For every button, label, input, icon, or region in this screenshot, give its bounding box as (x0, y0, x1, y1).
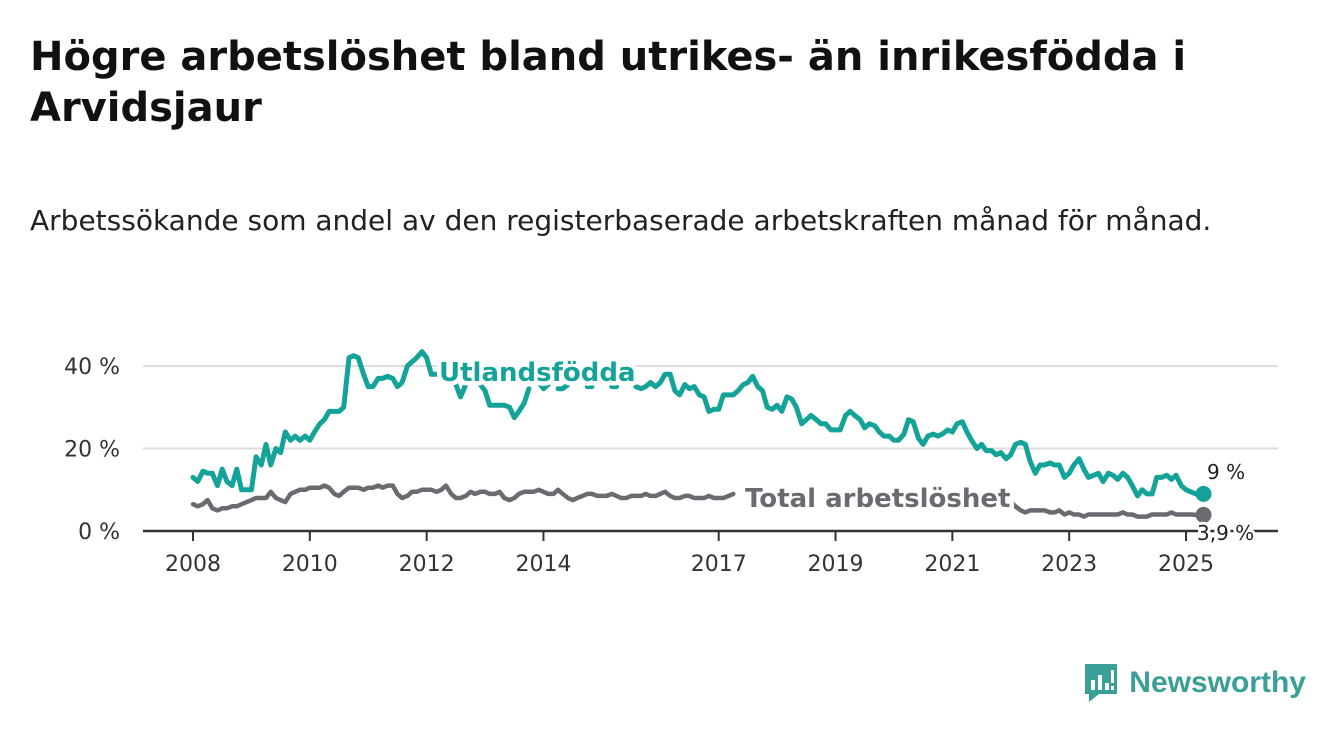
brand-name: Newsworthy (1129, 666, 1306, 699)
x-tick-label: 2010 (282, 552, 338, 577)
end-label-utlandsfodda: 9 % (1207, 460, 1245, 484)
x-tick-label: 2017 (691, 552, 747, 577)
end-label-total: 3,9 % (1197, 521, 1254, 545)
x-tick-label: 2008 (165, 552, 221, 577)
series-line-total (190, 483, 736, 513)
series-line-utlandsfodda (555, 382, 571, 392)
x-tick-label: 2025 (1158, 552, 1214, 577)
x-tick-label: 2019 (808, 552, 864, 577)
y-tick-label: 20 % (64, 438, 120, 463)
x-tick-label: 2023 (1041, 552, 1097, 577)
series-line-utlandsfodda (536, 380, 551, 392)
end-marker-utlandsfodda (1195, 485, 1212, 502)
series-label-total: Total arbetslöshet (745, 484, 1010, 514)
series-line-utlandsfodda (633, 371, 1206, 499)
newsworthy-logo: Newsworthy (1083, 662, 1306, 704)
chart-title: Högre arbetslöshet bland utrikes- än inr… (30, 34, 1187, 131)
y-tick-label: 0 % (78, 520, 120, 545)
x-tick-label: 2014 (515, 552, 571, 577)
end-marker-total (1195, 506, 1212, 523)
end-label-total-halo: 3,9 % (1197, 521, 1254, 545)
y-tick-label: 40 % (64, 355, 120, 380)
x-tick-label: 2021 (924, 552, 980, 577)
chart-subtitle: Arbetssökande som andel av den registerb… (30, 204, 1212, 237)
series-label-utlandsfodda: Utlandsfödda (439, 358, 636, 388)
series-label-total-halo: Total arbetslöshet (745, 484, 1010, 514)
series-label-utlandsfodda-halo: Utlandsfödda (439, 358, 636, 388)
x-tick-label: 2012 (399, 552, 455, 577)
series-line-utlandsfodda (190, 349, 444, 493)
series-line-utlandsfodda (477, 382, 532, 421)
bar-chart-logo-icon (1085, 664, 1118, 702)
end-label-utlandsfodda-halo: 9 % (1207, 460, 1245, 484)
series-line-utlandsfodda (453, 382, 469, 400)
series-line-total (1008, 499, 1206, 519)
